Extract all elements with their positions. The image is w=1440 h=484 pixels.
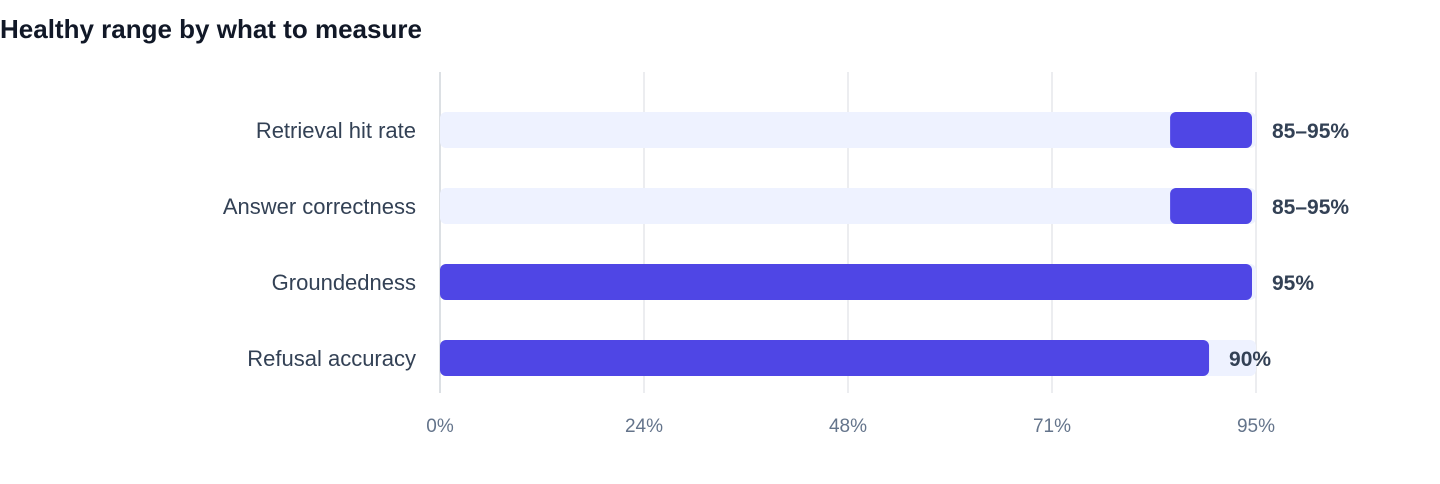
bar-retrieval-hit-rate — [1170, 112, 1252, 148]
x-tick-label: 48% — [829, 416, 867, 437]
category-label: Groundedness — [272, 270, 416, 295]
category-label: Retrieval hit rate — [256, 118, 416, 143]
x-tick-label: 0% — [426, 416, 454, 437]
bar-track-retrieval-hit-rate — [440, 112, 1256, 148]
value-label: 85–95% — [1272, 196, 1349, 219]
x-tick-label: 24% — [625, 416, 663, 437]
value-label: 85–95% — [1272, 120, 1349, 143]
bar-groundedness — [440, 264, 1252, 300]
category-label: Refusal accuracy — [247, 346, 416, 371]
bar-track-answer-correctness — [440, 188, 1256, 224]
value-label: 90% — [1229, 348, 1271, 371]
bar-refusal-accuracy — [440, 340, 1210, 376]
value-label: 95% — [1272, 272, 1314, 295]
chart-title: Healthy range by what to measure — [0, 14, 422, 44]
category-label: Answer correctness — [223, 194, 416, 219]
bar-answer-correctness — [1170, 188, 1252, 224]
x-tick-label: 71% — [1033, 416, 1071, 437]
x-tick-label: 95% — [1237, 416, 1275, 437]
